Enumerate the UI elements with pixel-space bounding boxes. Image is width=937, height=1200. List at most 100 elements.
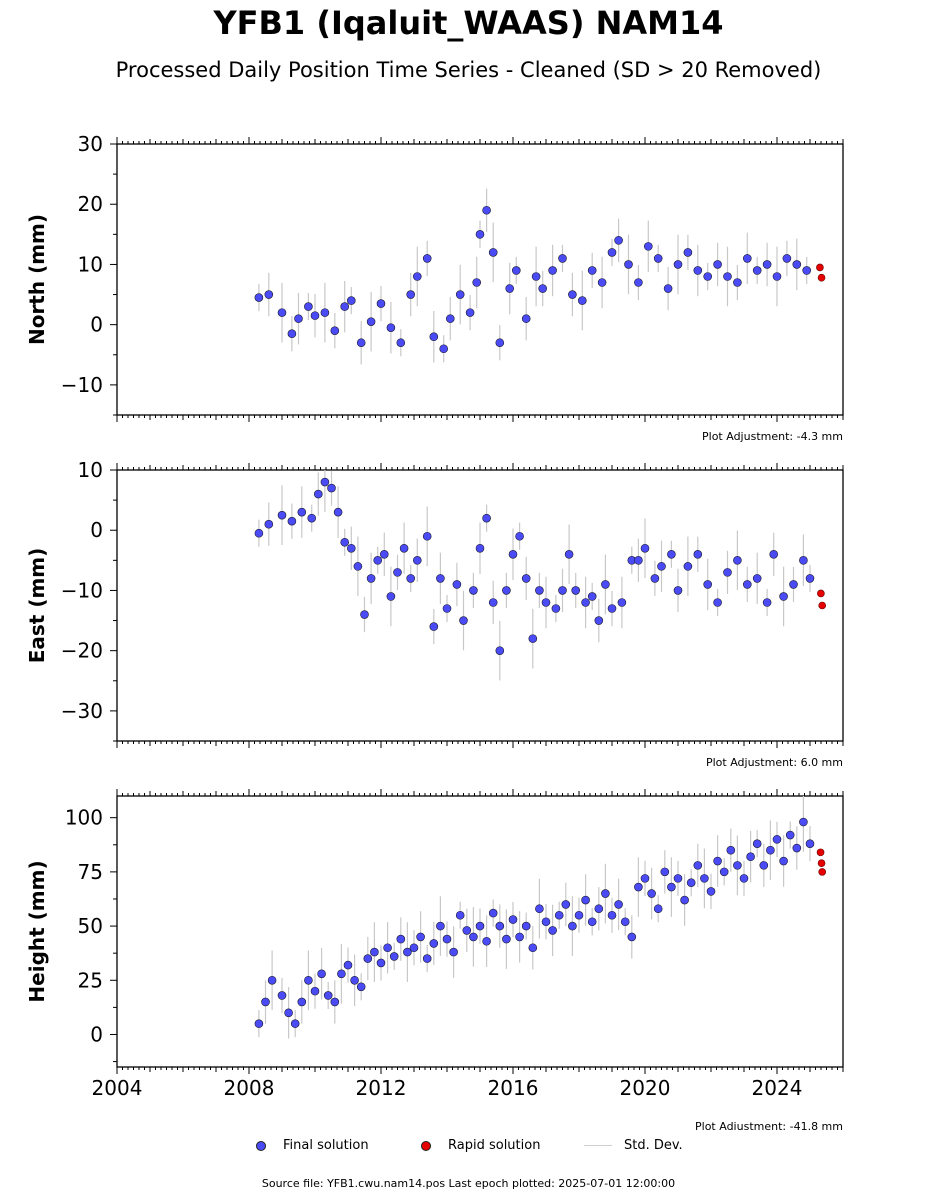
chart-title: YFB1 (Iqaluit_WAAS) NAM14 [213,4,724,42]
final-point [581,598,590,607]
final-point [792,843,802,853]
final-point [789,580,798,589]
panel-height: 0 25 50 75 100 2004 2008 2012 2016 2020 2024 Height… [25,789,844,1130]
final-point [587,917,597,927]
final-point [317,969,326,979]
final-point [792,260,802,269]
final-point [330,997,340,1007]
std-line-icon [584,1145,612,1146]
final-point [495,338,505,348]
final-point [356,338,366,348]
legend-final: Final solution [256,1138,369,1153]
plot-area [254,470,827,681]
final-point [779,592,788,601]
final-point [327,483,336,493]
final-point [442,604,452,613]
final-point [594,904,604,914]
final-point [640,543,650,553]
final-point [488,598,498,607]
y-tick-label: −30 [61,699,103,723]
final-point [429,939,439,948]
final-point [376,958,386,968]
final-point [640,874,650,883]
final-point [548,926,557,935]
plot-area [254,796,827,1039]
final-point [772,272,782,281]
y-tick-label: −10 [61,373,103,397]
final-point [624,260,633,269]
y-tick-label: 0 [90,313,103,337]
final-point [759,861,769,870]
final-point [482,936,491,946]
final-point [320,308,330,317]
final-point [297,507,307,517]
y-tick-label: 10 [78,458,103,482]
final-point [535,586,544,595]
final-point [607,910,617,920]
final-point [455,290,465,299]
final-point [700,874,709,883]
x-tick-label: 2008 [224,1076,275,1100]
final-point [548,266,557,275]
final-point [340,537,350,547]
final-point [475,543,485,553]
final-point [558,586,567,595]
final-point [363,954,373,963]
y-tick-label: 100 [65,806,103,830]
x-tick-label: 2024 [752,1076,803,1100]
final-point [277,510,287,520]
final-point [667,550,676,559]
final-point [422,254,432,263]
final-point [254,528,264,538]
final-point [267,975,277,985]
final-point [429,622,439,631]
rapid-point [817,273,826,282]
final-point [472,278,482,287]
final-point [373,556,383,565]
final-point [726,845,736,855]
final-point [310,986,320,996]
final-point [284,1008,293,1018]
final-point [673,260,683,269]
y-axis-label: East (mm) [25,548,49,664]
x-tick-label: 2020 [620,1076,671,1100]
final-point [389,952,399,961]
final-point [277,308,287,317]
final-point [535,904,544,914]
final-point [462,926,472,935]
final-point [541,917,551,927]
final-point [356,982,366,992]
final-point [568,921,577,931]
final-point [465,308,475,317]
y-tick-label: 10 [78,252,103,276]
final-point [495,921,505,931]
final-point [508,915,518,924]
final-point [752,266,762,275]
final-point [294,314,303,323]
final-point [663,284,673,293]
y-tick-label: 30 [78,132,103,156]
final-point [346,543,356,553]
final-point [445,314,455,323]
final-point [386,323,396,332]
final-point [551,604,561,613]
final-point [614,900,623,909]
final-point [742,254,752,263]
final-point [733,861,742,870]
x-tick-label: 2016 [488,1076,539,1100]
final-point [650,574,660,583]
final-point [370,947,379,957]
rapid-point [817,589,825,598]
panel-north: −10 0 10 20 30 North (mm) Plot Adjustment: -4.… [25,132,844,443]
chart-subtitle: Processed Daily Position Time Series - C… [115,58,822,82]
final-point [403,947,412,957]
final-point [313,489,323,499]
final-point [521,921,531,931]
final-point [703,272,713,281]
final-point [502,934,511,944]
y-tick-label: 0 [90,518,103,542]
final-point [607,248,617,257]
x-tick-label: 2012 [356,1076,407,1100]
final-point [264,519,274,529]
final-point [683,562,693,571]
